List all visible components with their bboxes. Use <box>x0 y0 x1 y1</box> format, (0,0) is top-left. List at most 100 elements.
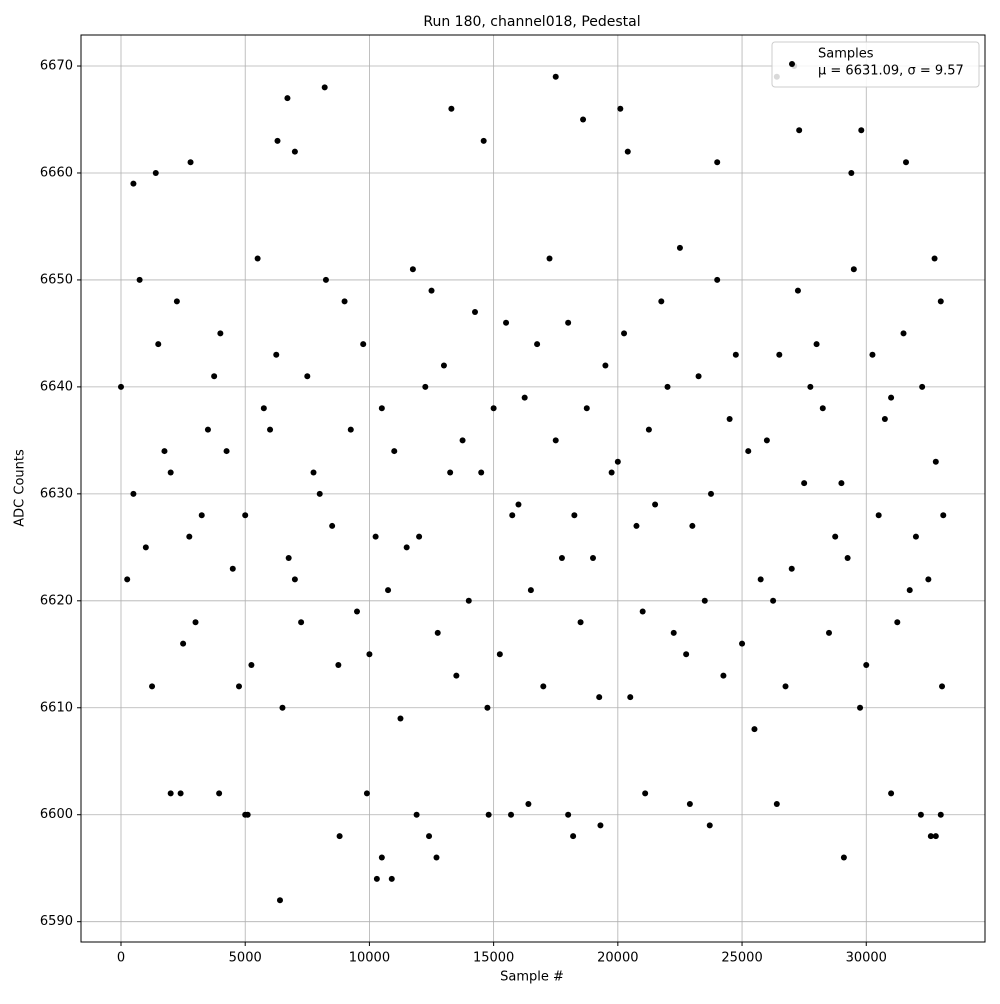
point <box>291 148 298 155</box>
point <box>298 619 305 626</box>
point <box>211 373 218 380</box>
x-tick-label: 10000 <box>349 951 390 966</box>
point <box>273 351 280 358</box>
point <box>372 533 379 540</box>
point <box>360 341 367 348</box>
point <box>577 619 584 626</box>
point <box>378 405 385 412</box>
point <box>515 501 522 508</box>
point <box>366 651 373 658</box>
point <box>706 822 713 829</box>
point <box>825 629 832 636</box>
point <box>509 512 516 519</box>
point <box>739 640 746 647</box>
point <box>149 683 156 690</box>
point <box>888 790 895 797</box>
point <box>881 415 888 422</box>
point <box>440 362 447 369</box>
point <box>490 405 497 412</box>
point <box>413 811 420 818</box>
point <box>397 715 404 722</box>
point <box>329 522 336 529</box>
point <box>903 159 910 166</box>
point <box>229 565 236 572</box>
point <box>353 608 360 615</box>
point <box>244 811 251 818</box>
point <box>416 533 423 540</box>
point <box>217 330 224 337</box>
point <box>279 704 286 711</box>
point <box>940 512 947 519</box>
point <box>652 501 659 508</box>
point <box>291 576 298 583</box>
point <box>912 533 919 540</box>
point <box>453 672 460 679</box>
point <box>242 512 249 519</box>
point <box>248 661 255 668</box>
point <box>508 811 515 818</box>
point <box>782 683 789 690</box>
point <box>521 394 528 401</box>
point <box>433 854 440 861</box>
point <box>336 833 343 840</box>
point <box>939 683 946 690</box>
point <box>801 480 808 487</box>
y-tick-label: 6670 <box>40 59 73 74</box>
point <box>583 405 590 412</box>
point <box>276 897 283 904</box>
point <box>471 309 478 316</box>
point <box>751 726 758 733</box>
point <box>552 73 559 80</box>
point <box>335 661 342 668</box>
point <box>597 822 604 829</box>
point <box>434 629 441 636</box>
point <box>770 597 777 604</box>
point <box>925 576 932 583</box>
point <box>794 287 801 294</box>
point <box>161 448 168 455</box>
point <box>284 95 291 102</box>
point <box>832 533 839 540</box>
point <box>695 373 702 380</box>
x-tick-label: 30000 <box>846 951 887 966</box>
point <box>686 801 693 808</box>
point <box>216 790 223 797</box>
point <box>819 405 826 412</box>
point <box>919 383 926 390</box>
point <box>316 490 323 497</box>
point <box>624 148 631 155</box>
point <box>931 255 938 262</box>
point <box>565 811 572 818</box>
point <box>602 362 609 369</box>
point <box>627 694 634 701</box>
point <box>130 180 137 187</box>
point <box>527 587 534 594</box>
point <box>906 587 913 594</box>
point <box>838 480 845 487</box>
point <box>639 608 646 615</box>
y-axis-label: ADC Counts <box>13 449 28 527</box>
point <box>937 811 944 818</box>
point <box>198 512 205 519</box>
point <box>689 522 696 529</box>
point <box>658 298 665 305</box>
point <box>571 512 578 519</box>
point <box>720 672 727 679</box>
point <box>540 683 547 690</box>
point <box>310 469 317 476</box>
point <box>714 159 721 166</box>
point <box>503 319 510 326</box>
point <box>254 255 261 262</box>
point <box>152 169 159 176</box>
y-tick-label: 6600 <box>40 807 73 822</box>
point <box>570 833 577 840</box>
point <box>534 341 541 348</box>
legend: Samples μ = 6631.09, σ = 9.57 <box>771 41 980 88</box>
point <box>633 522 640 529</box>
point <box>732 351 739 358</box>
point <box>807 383 814 390</box>
point <box>773 801 780 808</box>
y-tick-label: 6650 <box>40 272 73 287</box>
point <box>875 512 882 519</box>
